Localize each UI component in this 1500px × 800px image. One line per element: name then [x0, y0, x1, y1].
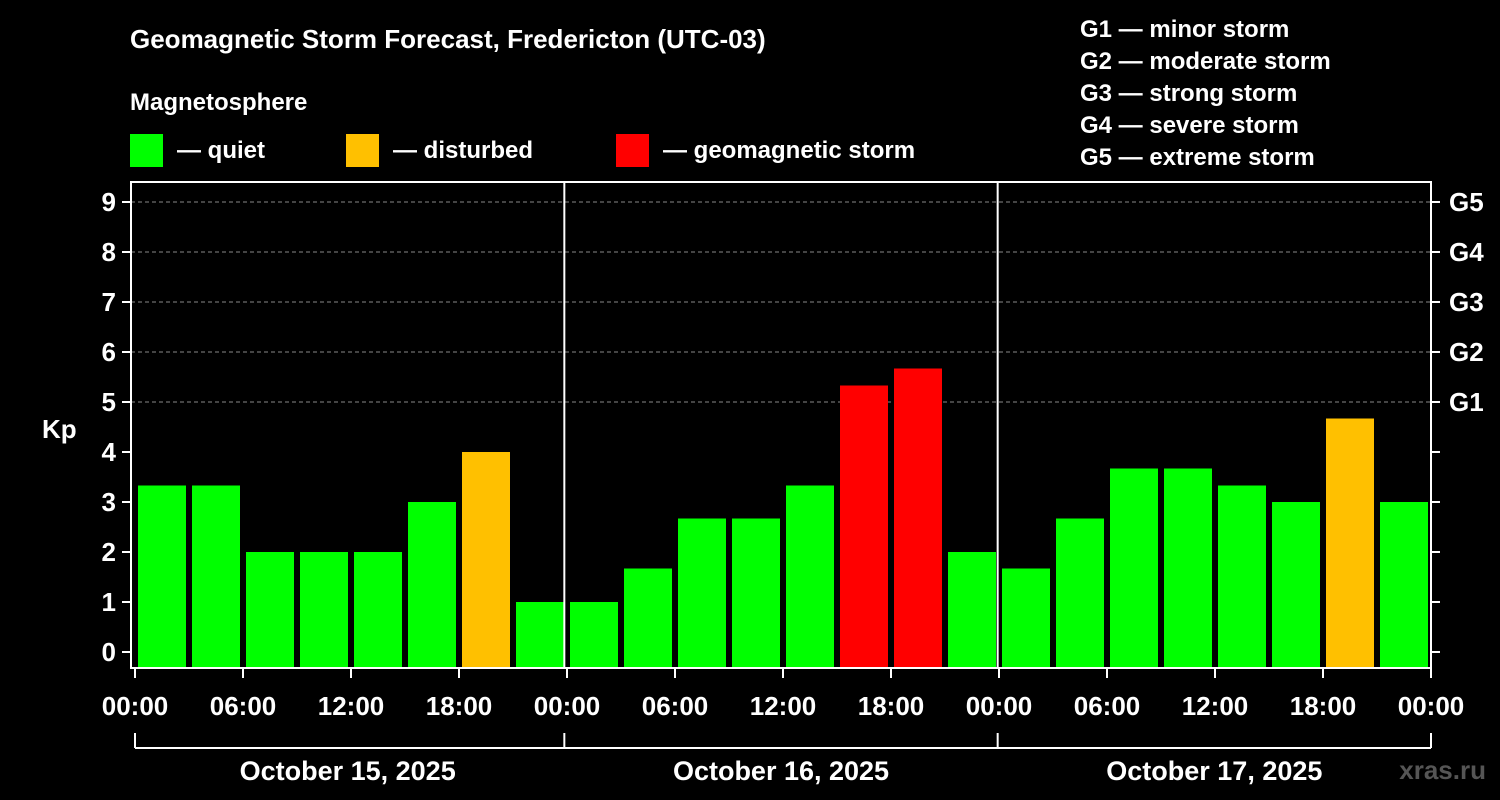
- bar: [786, 485, 834, 668]
- bar: [948, 552, 996, 668]
- x-tick-label: 12:00: [1182, 691, 1249, 721]
- legend-swatch-storm: [616, 134, 649, 167]
- bar: [1326, 418, 1374, 668]
- y-tick-label: 2: [102, 537, 116, 567]
- plot-frame: [130, 181, 1432, 669]
- y-tick-label: 6: [102, 337, 116, 367]
- legend-label-quiet: — quiet: [177, 137, 265, 164]
- bar: [300, 552, 348, 668]
- g-scale-label: G2: [1449, 337, 1484, 367]
- y-tick-label: 3: [102, 487, 116, 517]
- x-tick-label: 06:00: [642, 691, 709, 721]
- storm-scale-g3: G3 — strong storm: [1080, 80, 1297, 107]
- storm-scale-g1: G1 — minor storm: [1080, 16, 1289, 43]
- bar: [462, 452, 510, 668]
- y-tick-label: 4: [102, 437, 117, 467]
- x-tick-label: 12:00: [318, 691, 385, 721]
- bar: [840, 385, 888, 668]
- g-scale-label: G4: [1449, 237, 1484, 267]
- y-tick-label: 9: [102, 187, 116, 217]
- day-label: October 17, 2025: [1106, 756, 1322, 786]
- storm-scale-g4: G4 — severe storm: [1080, 112, 1299, 139]
- chart-title: Geomagnetic Storm Forecast, Fredericton …: [130, 24, 766, 54]
- bar: [1164, 468, 1212, 668]
- x-tick-label: 00:00: [102, 691, 169, 721]
- bar: [516, 602, 564, 668]
- g-scale-label: G5: [1449, 187, 1484, 217]
- x-tick-label: 00:00: [1398, 691, 1465, 721]
- bar: [1056, 518, 1104, 668]
- bar: [246, 552, 294, 668]
- bar: [570, 602, 618, 668]
- x-tick-label: 18:00: [426, 691, 493, 721]
- bar: [1110, 468, 1158, 668]
- x-tick-label: 12:00: [750, 691, 817, 721]
- bar: [732, 518, 780, 668]
- x-tick-label: 06:00: [210, 691, 277, 721]
- bar: [1272, 502, 1320, 668]
- legend: — quiet — disturbed — geomagnetic storm: [130, 134, 915, 167]
- bar: [894, 368, 942, 668]
- storm-scale-g5: G5 — extreme storm: [1080, 144, 1315, 171]
- legend-title: Magnetosphere: [130, 89, 307, 116]
- y-tick-label: 5: [102, 387, 116, 417]
- day-label: October 16, 2025: [673, 756, 889, 786]
- bar: [678, 518, 726, 668]
- bar: [354, 552, 402, 668]
- x-tick-label: 00:00: [534, 691, 601, 721]
- day-label: October 15, 2025: [240, 756, 456, 786]
- storm-scale-list: G1 — minor storm G2 — moderate storm G3 …: [1080, 16, 1331, 171]
- bar: [408, 502, 456, 668]
- legend-label-disturbed: — disturbed: [393, 137, 533, 164]
- storm-scale-g2: G2 — moderate storm: [1080, 48, 1331, 75]
- y-tick-label: 8: [102, 237, 116, 267]
- plot-area: 0 1 2 3 4 5 6 7 8 9 G1 G2 G3 G4 G5 00:00 06:00 12:00 18:00…: [102, 181, 1484, 786]
- bar: [138, 485, 186, 668]
- g-scale-label: G3: [1449, 287, 1484, 317]
- x-tick-label: 06:00: [1074, 691, 1141, 721]
- legend-label-storm: — geomagnetic storm: [663, 137, 915, 164]
- legend-swatch-quiet: [130, 134, 163, 167]
- bar: [1380, 502, 1428, 668]
- y-tick-label: 7: [102, 287, 116, 317]
- y-tick-label: 0: [102, 637, 116, 667]
- x-tick-label: 18:00: [1290, 691, 1357, 721]
- g-scale-label: G1: [1449, 387, 1484, 417]
- y-tick-label: 1: [102, 587, 116, 617]
- x-tick-label: 00:00: [966, 691, 1033, 721]
- bar: [1218, 485, 1266, 668]
- x-tick-label: 18:00: [858, 691, 925, 721]
- watermark: xras.ru: [1399, 755, 1486, 785]
- legend-swatch-disturbed: [346, 134, 379, 167]
- bar: [1002, 568, 1050, 668]
- bar: [192, 485, 240, 668]
- bar: [624, 568, 672, 668]
- y-axis-label: Kp: [42, 414, 77, 444]
